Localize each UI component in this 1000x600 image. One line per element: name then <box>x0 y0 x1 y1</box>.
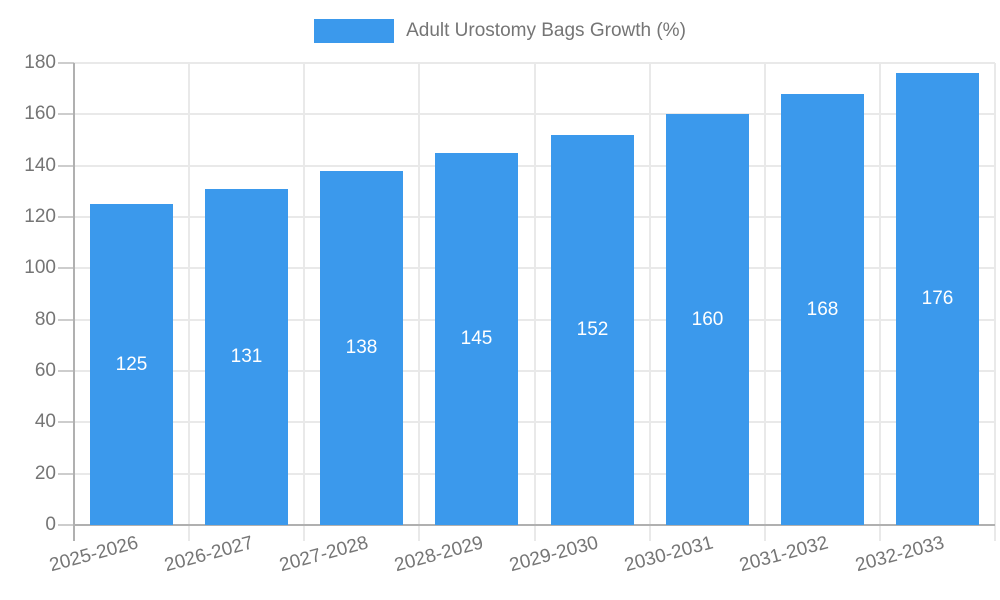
y-axis-tick-label: 180 <box>24 52 56 73</box>
x-axis-tick-label: 2025-2026 <box>46 532 141 577</box>
y-axis-line <box>73 63 75 541</box>
y-axis-tick-label: 60 <box>34 360 56 381</box>
legend-item[interactable]: Adult Urostomy Bags Growth (%) <box>0 19 1000 43</box>
bar-value-label: 152 <box>576 319 609 340</box>
y-tick-mark <box>58 113 74 116</box>
x-axis-tick-label: 2026-2027 <box>162 532 256 577</box>
y-axis-tick-label: 160 <box>24 103 56 125</box>
x-gridline <box>418 63 421 541</box>
bar-value-label: 168 <box>806 298 839 320</box>
y-tick-mark <box>58 164 74 167</box>
x-gridline <box>994 63 996 541</box>
x-axis-tick-label: 2029-2030 <box>507 532 601 577</box>
x-axis-baseline <box>74 524 995 526</box>
x-axis-tick-label: 2027-2028 <box>277 532 371 577</box>
y-tick-mark <box>58 318 74 321</box>
bar-value-label: 176 <box>921 288 954 309</box>
bar[interactable]: 131 <box>205 189 288 525</box>
x-gridline <box>188 63 191 541</box>
x-axis-tick-label: 2031-2032 <box>737 532 831 577</box>
legend-swatch <box>314 19 395 43</box>
y-axis-tick-label: 140 <box>24 154 56 176</box>
bar-value-label: 145 <box>460 328 493 349</box>
bar[interactable]: 176 <box>896 73 979 525</box>
x-gridline <box>303 63 306 541</box>
bar[interactable]: 145 <box>435 153 518 525</box>
bar-value-label: 125 <box>115 353 148 375</box>
bar[interactable]: 138 <box>320 171 403 525</box>
x-gridline <box>648 63 651 541</box>
bar[interactable]: 160 <box>666 114 749 525</box>
legend-label: Adult Urostomy Bags Growth (%) <box>406 20 686 41</box>
bar-value-label: 138 <box>345 337 378 358</box>
bar[interactable]: 125 <box>90 204 173 525</box>
y-axis-tick-label: 100 <box>24 257 56 279</box>
y-tick-mark <box>58 472 74 475</box>
y-axis-tick-label: 80 <box>34 308 56 330</box>
x-gridline <box>878 63 881 541</box>
y-tick-mark <box>58 524 74 526</box>
bar-value-label: 131 <box>230 346 263 367</box>
bar[interactable]: 168 <box>781 94 864 525</box>
y-tick-mark <box>58 370 74 372</box>
y-axis-tick-label: 20 <box>34 462 56 484</box>
x-axis-tick-label: 2030-2031 <box>622 532 716 577</box>
y-tick-mark <box>58 62 74 64</box>
y-axis-tick-label: 40 <box>34 411 56 433</box>
y-axis-tick-label: 0 <box>45 514 56 535</box>
x-axis-tick-label: 2032-2033 <box>852 532 947 577</box>
x-gridline <box>533 63 536 541</box>
y-tick-mark <box>58 216 74 218</box>
y-tick-mark <box>58 267 74 270</box>
bar-value-label: 160 <box>691 308 724 330</box>
y-tick-mark <box>58 421 74 424</box>
bar[interactable]: 152 <box>551 135 634 525</box>
y-axis-tick-label: 120 <box>24 206 56 227</box>
x-axis-tick-label: 2028-2029 <box>392 532 486 577</box>
x-gridline <box>763 63 766 541</box>
